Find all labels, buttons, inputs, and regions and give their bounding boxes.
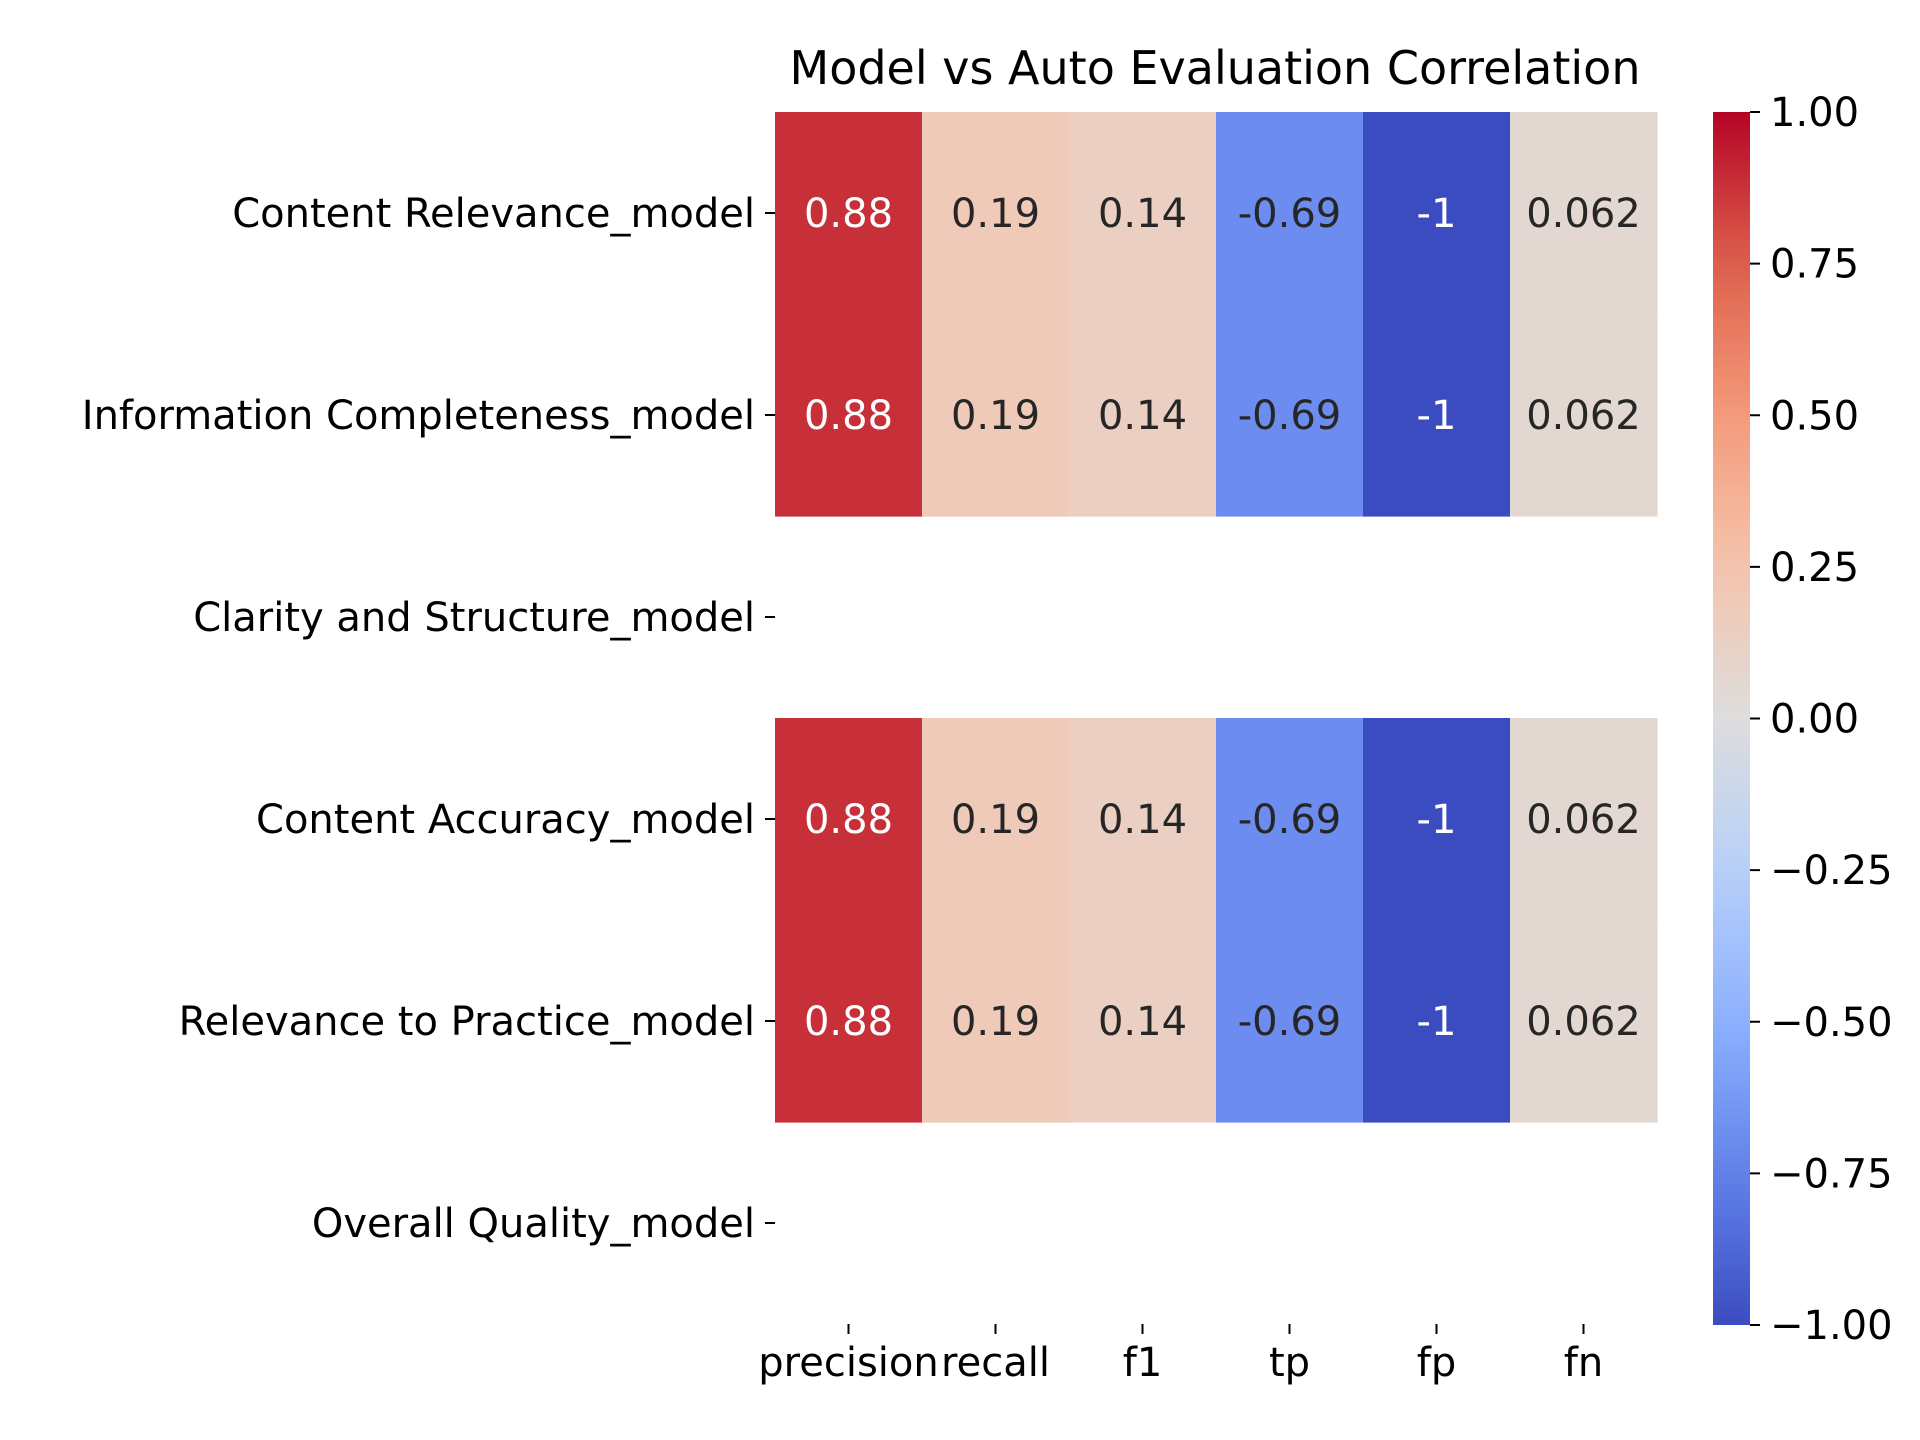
heatmap-cell [922, 314, 1070, 517]
cell-annotation: 0.062 [1526, 797, 1641, 843]
cell-annotation: 0.88 [804, 797, 893, 843]
heatmap-cell [1069, 718, 1217, 921]
heatmap-cell [1216, 718, 1364, 921]
y-tick-label: Overall Quality_model [312, 1201, 755, 1247]
heatmap-cell [1363, 314, 1511, 517]
colorbar-tick-label: −0.25 [1770, 848, 1893, 894]
cell-annotation: 0.062 [1526, 191, 1641, 237]
colorbar-tick-label: 0.00 [1770, 697, 1859, 743]
heatmap-cell [1510, 920, 1658, 1123]
heatmap-cell [775, 314, 923, 517]
cell-annotation: -1 [1417, 191, 1457, 237]
cell-annotation: -1 [1417, 797, 1457, 843]
heatmap-cell [1069, 112, 1217, 315]
colorbar-tick-label: −0.50 [1770, 1000, 1893, 1046]
colorbar-scale [1713, 112, 1750, 1325]
heatmap-cell [1510, 112, 1658, 315]
heatmap-cell [1216, 314, 1364, 517]
chart-title: Model vs Auto Evaluation Correlation [790, 41, 1641, 95]
colorbar-tick-label: −0.75 [1770, 1151, 1893, 1197]
cell-annotation: -0.69 [1238, 393, 1342, 439]
heatmap-cell [1216, 920, 1364, 1123]
y-tick-label: Clarity and Structure_model [193, 595, 755, 641]
colorbar-tick-label: 1.00 [1770, 90, 1859, 136]
cell-annotation: 0.19 [951, 999, 1040, 1045]
y-tick-label: Content Accuracy_model [256, 797, 755, 843]
heatmap-cell [1069, 920, 1217, 1123]
cell-annotation: 0.14 [1098, 191, 1187, 237]
colorbar: 1.00 0.75 0.50 0.25 0.00 −0.25 −0.50 −0.75 −1.00 [1713, 90, 1893, 1349]
heatmap-cell [1216, 112, 1364, 315]
cell-annotation: 0.19 [951, 797, 1040, 843]
cell-annotation: 0.14 [1098, 797, 1187, 843]
colorbar-tick-label: 0.50 [1770, 393, 1859, 439]
cell-annotation: 0.88 [804, 393, 893, 439]
heatmap-cell [1363, 112, 1511, 315]
cell-annotation: 0.062 [1526, 393, 1641, 439]
heatmap-cell [1510, 314, 1658, 517]
y-tick-label: Relevance to Practice_model [179, 999, 755, 1045]
colorbar-tick-label: −1.00 [1770, 1303, 1893, 1349]
y-tick-label: Information Completeness_model [82, 393, 755, 439]
heatmap-cell [1069, 314, 1217, 517]
cell-annotation: -1 [1417, 393, 1457, 439]
heatmap-cell [1510, 718, 1658, 921]
colorbar-tick-label: 0.25 [1770, 545, 1859, 591]
cell-annotation: 0.062 [1526, 999, 1641, 1045]
cell-annotation: 0.14 [1098, 999, 1187, 1045]
cell-annotation: 0.19 [951, 393, 1040, 439]
x-tick-label: fn [1564, 1340, 1603, 1386]
cell-annotation: -0.69 [1238, 797, 1342, 843]
x-tick-label: tp [1269, 1340, 1310, 1386]
colorbar-tick-label: 0.75 [1770, 242, 1859, 288]
cell-annotation: 0.88 [804, 999, 893, 1045]
heatmap-cells [775, 112, 1658, 1123]
heatmap-cell [775, 718, 923, 921]
cell-annotation: -0.69 [1238, 191, 1342, 237]
heatmap-cell [1363, 920, 1511, 1123]
x-tick-label: precision [758, 1340, 938, 1386]
heatmap-cell [1363, 718, 1511, 921]
heatmap-cell [922, 718, 1070, 921]
y-axis: Content Relevance_model Information Compl… [82, 191, 775, 1247]
heatmap-annotations: 0.88 0.19 0.14 -0.69 -1 0.062 0.88 0.19 0.14 -0.6… [804, 191, 1641, 1045]
heatmap-cell [775, 112, 923, 315]
cell-annotation: 0.14 [1098, 393, 1187, 439]
heatmap-cell [775, 920, 923, 1123]
heatmap-cell [922, 920, 1070, 1123]
heatmap-cell [922, 112, 1070, 315]
y-tick-label: Content Relevance_model [232, 191, 755, 237]
x-tick-label: recall [941, 1340, 1050, 1386]
cell-annotation: 0.19 [951, 191, 1040, 237]
cell-annotation: -1 [1417, 999, 1457, 1045]
cell-annotation: 0.88 [804, 191, 893, 237]
x-tick-label: f1 [1123, 1340, 1163, 1386]
x-tick-label: fp [1417, 1340, 1456, 1386]
cell-annotation: -0.69 [1238, 999, 1342, 1045]
x-axis: precision recall f1 tp fp fn [758, 1324, 1603, 1386]
